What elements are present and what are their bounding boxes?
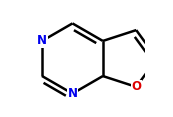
Text: N: N [37, 34, 47, 48]
Text: N: N [67, 87, 78, 100]
Text: O: O [131, 80, 141, 93]
